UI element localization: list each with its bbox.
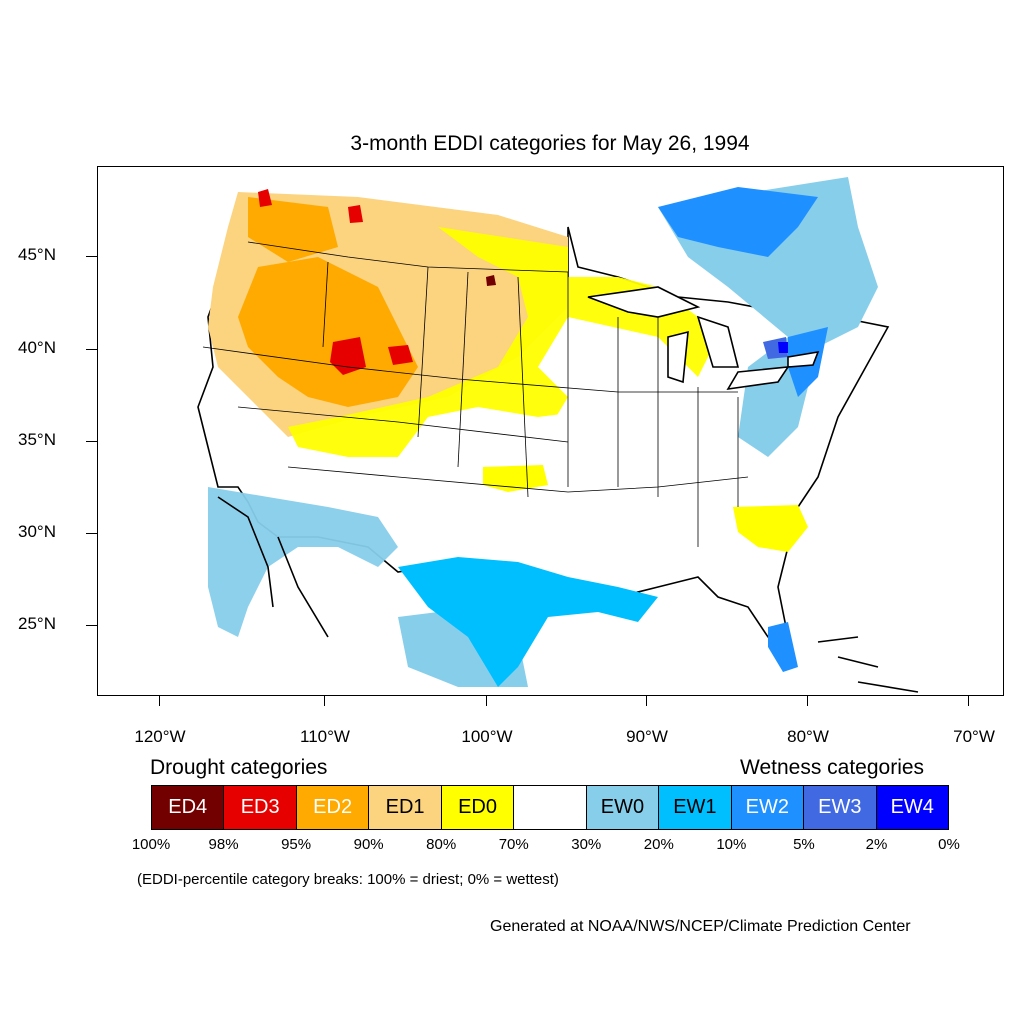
percent-break-label: 100%: [131, 836, 171, 853]
drought-categories-title: Drought categories: [150, 756, 328, 779]
legend-box-ed4: ED4: [152, 786, 225, 829]
lat-label-30: 30°N: [18, 522, 56, 541]
lat-tick-35: [86, 441, 97, 442]
wetness-categories-title: Wetness categories: [740, 756, 925, 779]
lat-label-45: 45°N: [18, 245, 56, 264]
lat-tick-30: [86, 533, 97, 534]
lat-label-25: 25°N: [18, 614, 56, 633]
lon-label-100: 100°W: [461, 727, 513, 746]
percent-break-label: 2%: [865, 836, 888, 853]
legend-box-ew4: EW4: [876, 786, 948, 829]
ed0-carolinas: [733, 505, 808, 552]
state-borders: [202, 241, 749, 547]
caribbean-islands: [817, 636, 919, 693]
ew2-northeast: [658, 187, 818, 257]
lon-tick-90: [646, 696, 647, 706]
ew1-texas: [398, 557, 658, 687]
legend-box-ed3: ED3: [224, 786, 297, 829]
lon-tick-80: [807, 696, 808, 706]
neutral-area: [538, 317, 738, 497]
legend-box-ew1: EW1: [659, 786, 732, 829]
legend-box-ed2: ED2: [296, 786, 370, 829]
percent-break-label: 30%: [571, 836, 602, 853]
percent-break-label: 10%: [716, 836, 747, 853]
lon-label-90: 90°W: [626, 727, 668, 746]
ed0-texas: [483, 465, 548, 492]
credit-line: Generated at NOAA/NWS/NCEP/Climate Predi…: [490, 918, 911, 935]
lon-label-70: 70°W: [953, 727, 995, 746]
lat-tick-45: [86, 256, 97, 257]
lat-label-35: 35°N: [18, 430, 56, 449]
eddi-map: [97, 166, 1004, 696]
ed3-spot4: [348, 205, 363, 223]
lon-tick-70: [968, 696, 969, 706]
percent-break-label: 95%: [281, 836, 312, 853]
ed4-spot: [486, 275, 496, 286]
legend-box-neutral: [514, 786, 587, 829]
legend-box-ew0: EW0: [586, 786, 660, 829]
ew0-southwest: [208, 487, 398, 637]
ed3-spot3: [258, 189, 272, 207]
legend-colorbar: ED4 ED3 ED2 ED1 ED0 EW0 EW1 EW2 EW3 EW4: [151, 785, 949, 830]
category-note: (EDDI-percentile category breaks: 100% =…: [137, 871, 559, 888]
map-title: 3-month EDDI categories for May 26, 1994: [350, 132, 750, 155]
lon-label-120: 120°W: [134, 727, 186, 746]
percent-break-label: 20%: [643, 836, 674, 853]
percent-break-label: 0%: [938, 836, 960, 853]
legend-box-ew3: EW3: [804, 786, 877, 829]
lat-tick-40: [86, 349, 97, 350]
lat-label-40: 40°N: [18, 338, 56, 357]
lon-tick-110: [324, 696, 325, 706]
percent-break-label: 80%: [426, 836, 457, 853]
percent-break-label: 5%: [793, 836, 815, 853]
percent-break-label: 98%: [208, 836, 239, 853]
legend-box-ed0: ED0: [441, 786, 515, 829]
ew0-northeast: [658, 177, 878, 457]
ed3-spot2: [388, 345, 413, 365]
lon-tick-120: [159, 696, 160, 706]
percent-break-label: 70%: [498, 836, 529, 853]
lon-tick-100: [486, 696, 487, 706]
lon-label-110: 110°W: [300, 727, 350, 746]
ew4-spot: [778, 342, 788, 353]
lon-label-80: 80°W: [787, 727, 829, 746]
legend-box-ed1: ED1: [369, 786, 442, 829]
ew2-florida: [768, 622, 798, 672]
map-canvas: [197, 177, 919, 693]
great-lakes: [587, 286, 820, 391]
lat-tick-25: [86, 625, 97, 626]
mexico-coast: [217, 496, 329, 638]
legend-box-ew2: EW2: [731, 786, 805, 829]
percent-break-label: 90%: [353, 836, 384, 853]
